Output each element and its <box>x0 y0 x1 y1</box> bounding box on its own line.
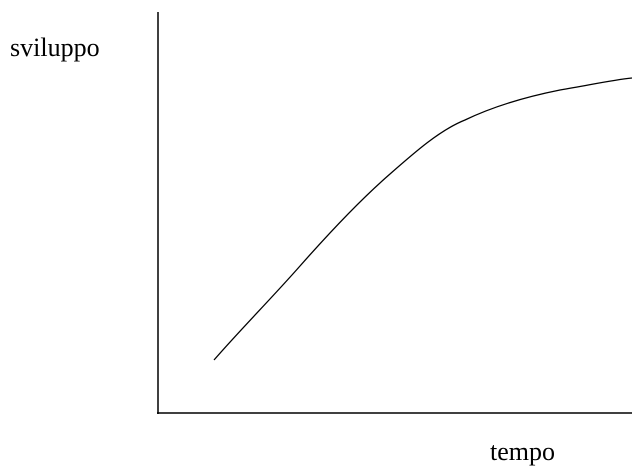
growth-curve <box>213 77 632 361</box>
x-axis-label: tempo <box>490 437 555 466</box>
y-axis-label: sviluppo <box>10 33 100 62</box>
